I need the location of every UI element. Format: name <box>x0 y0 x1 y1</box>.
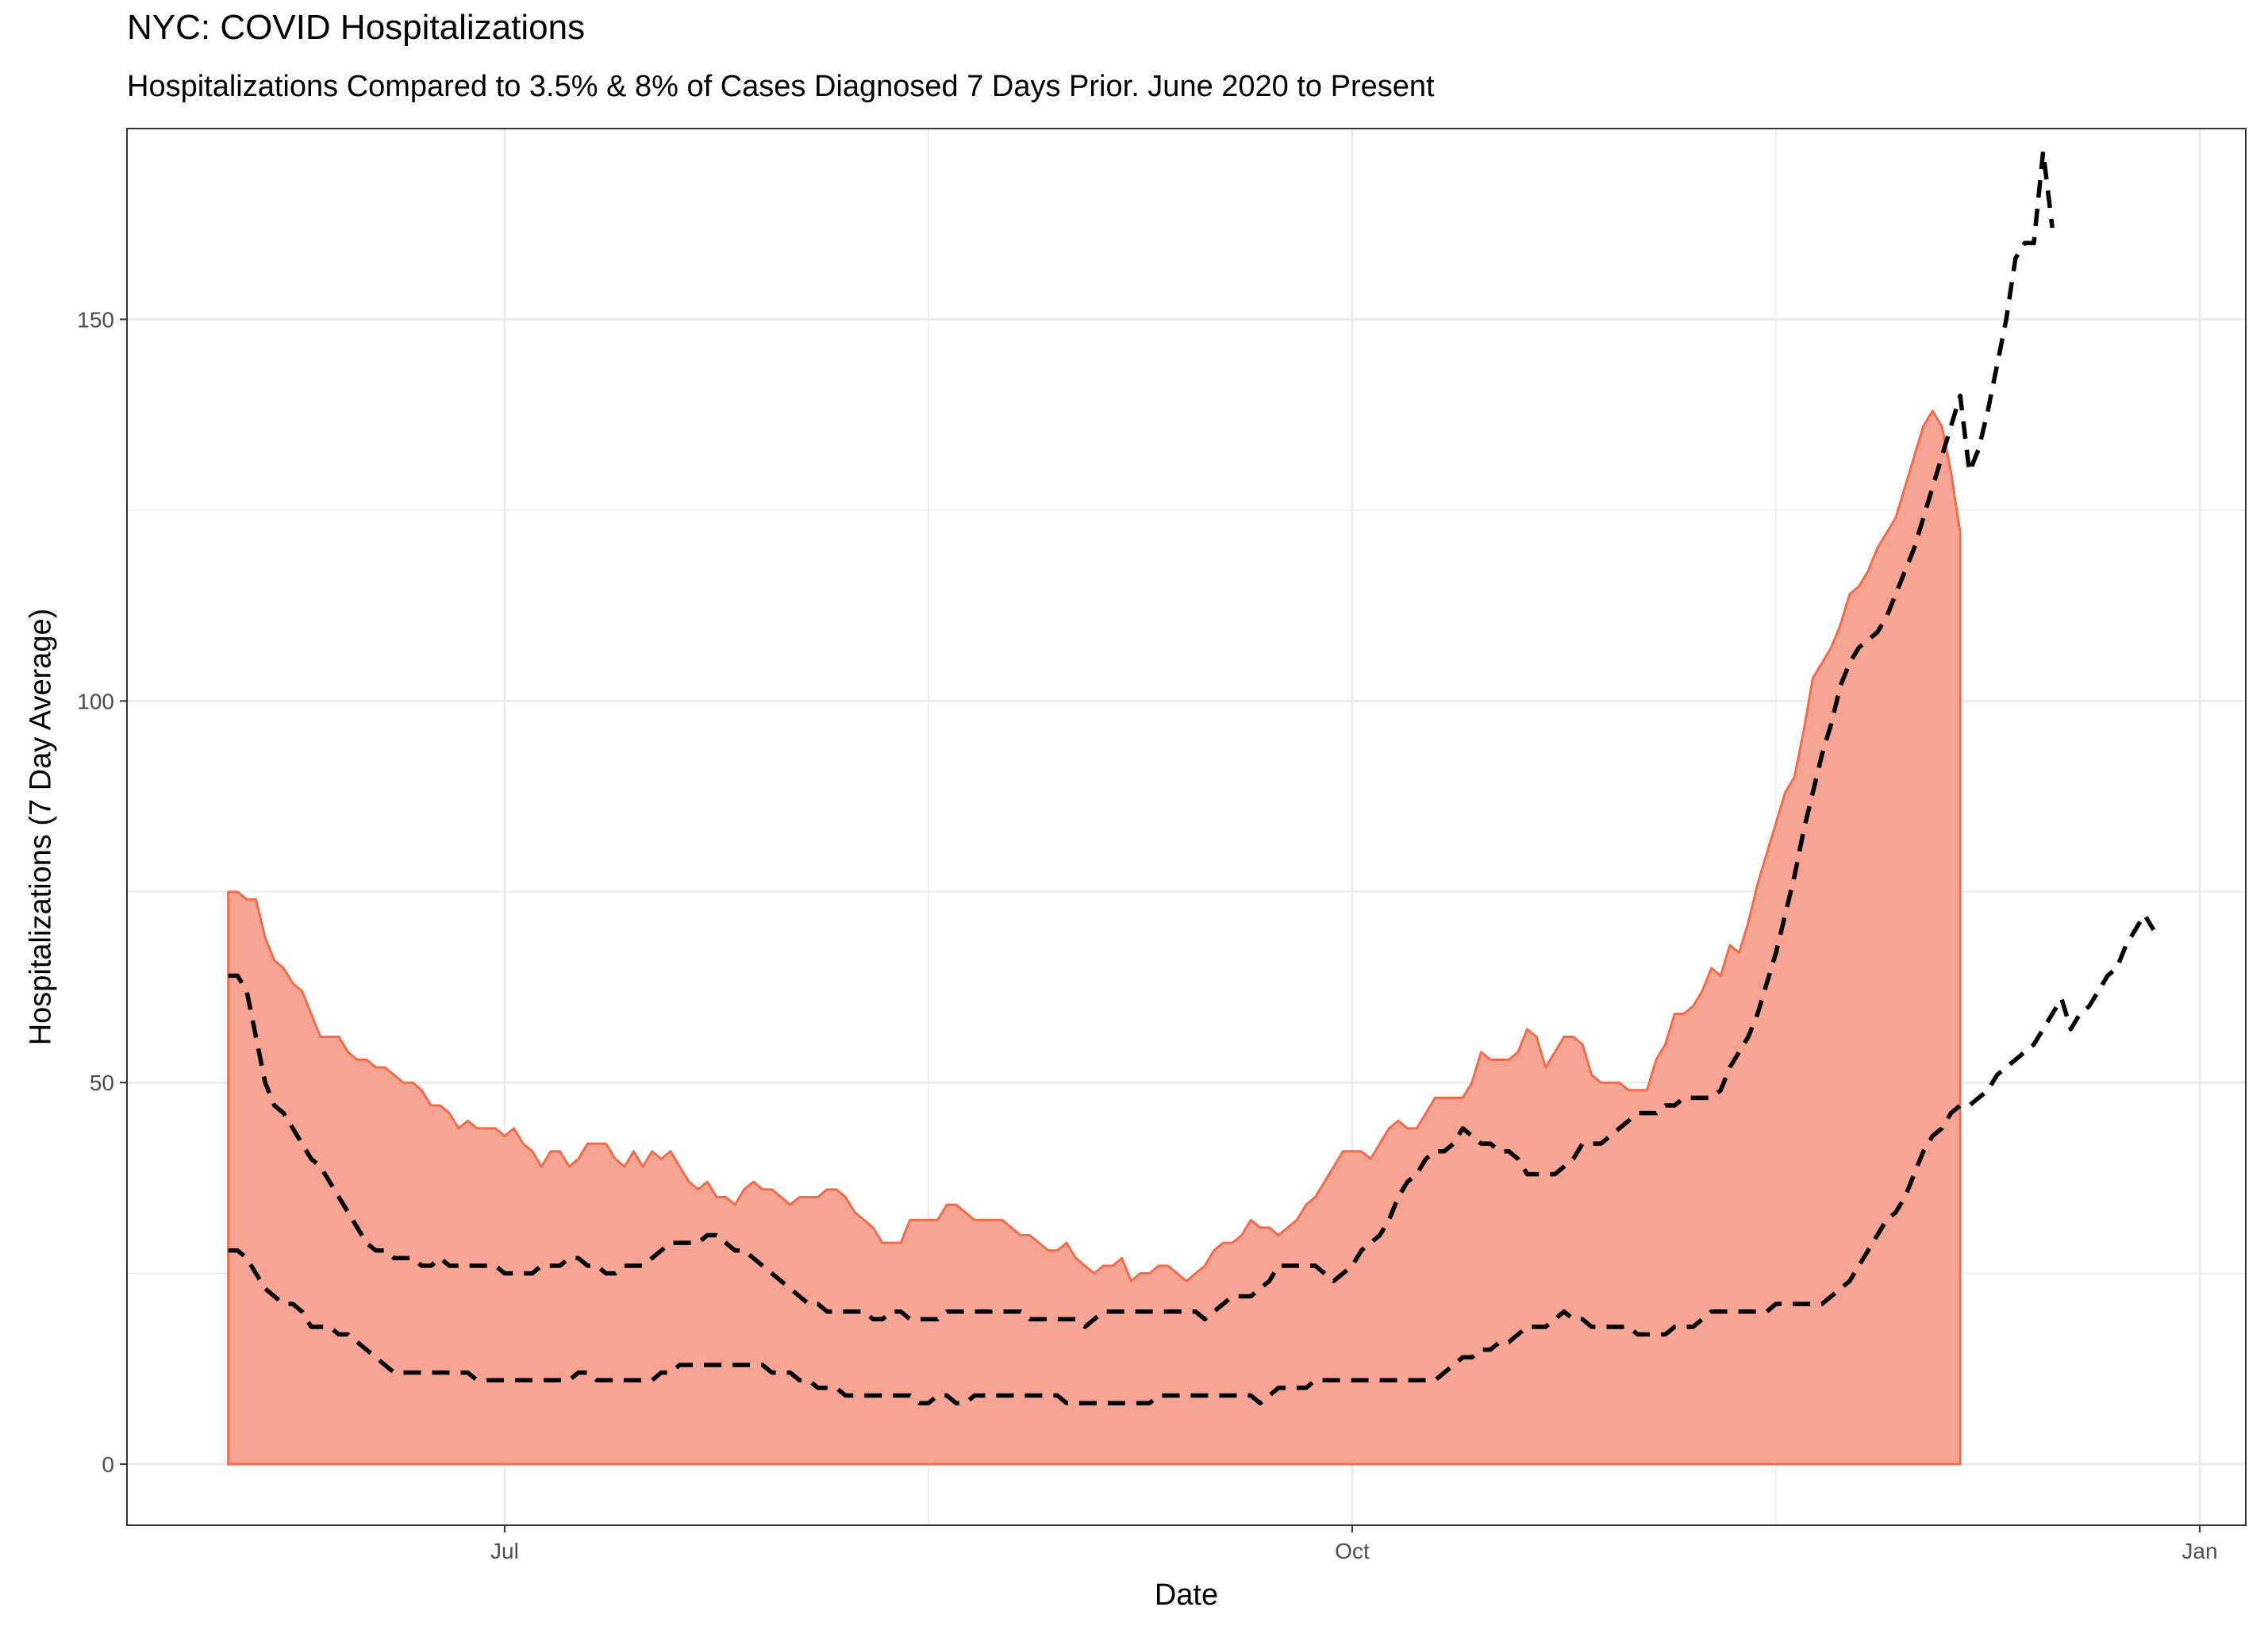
x-tick-label: Oct <box>1335 1539 1370 1563</box>
axis-layer: 0 50 100 150 Jul Oct Jan <box>77 307 2217 1563</box>
panel-border <box>126 128 2247 1526</box>
series-layer <box>227 149 2156 1466</box>
x-tick-label: Jan <box>2182 1539 2217 1563</box>
chart-title: NYC: COVID Hospitalizations <box>127 8 586 47</box>
x-tick-label: Jul <box>490 1539 519 1563</box>
x-axis-title: Date <box>1155 1578 1218 1612</box>
area-series <box>227 409 1962 1466</box>
y-axis-title: Hospitalizations (7 Day Average) <box>24 609 57 1046</box>
dashed-series-line <box>228 912 2156 1405</box>
y-tick-label: 100 <box>77 689 114 713</box>
chart-subtitle: Hospitalizations Compared to 3.5% & 8% o… <box>127 70 1435 103</box>
y-tick-label: 50 <box>90 1071 114 1095</box>
y-tick-label: 150 <box>77 307 114 332</box>
y-tick-label: 0 <box>102 1452 114 1477</box>
dashed-series-line <box>228 149 2055 1329</box>
